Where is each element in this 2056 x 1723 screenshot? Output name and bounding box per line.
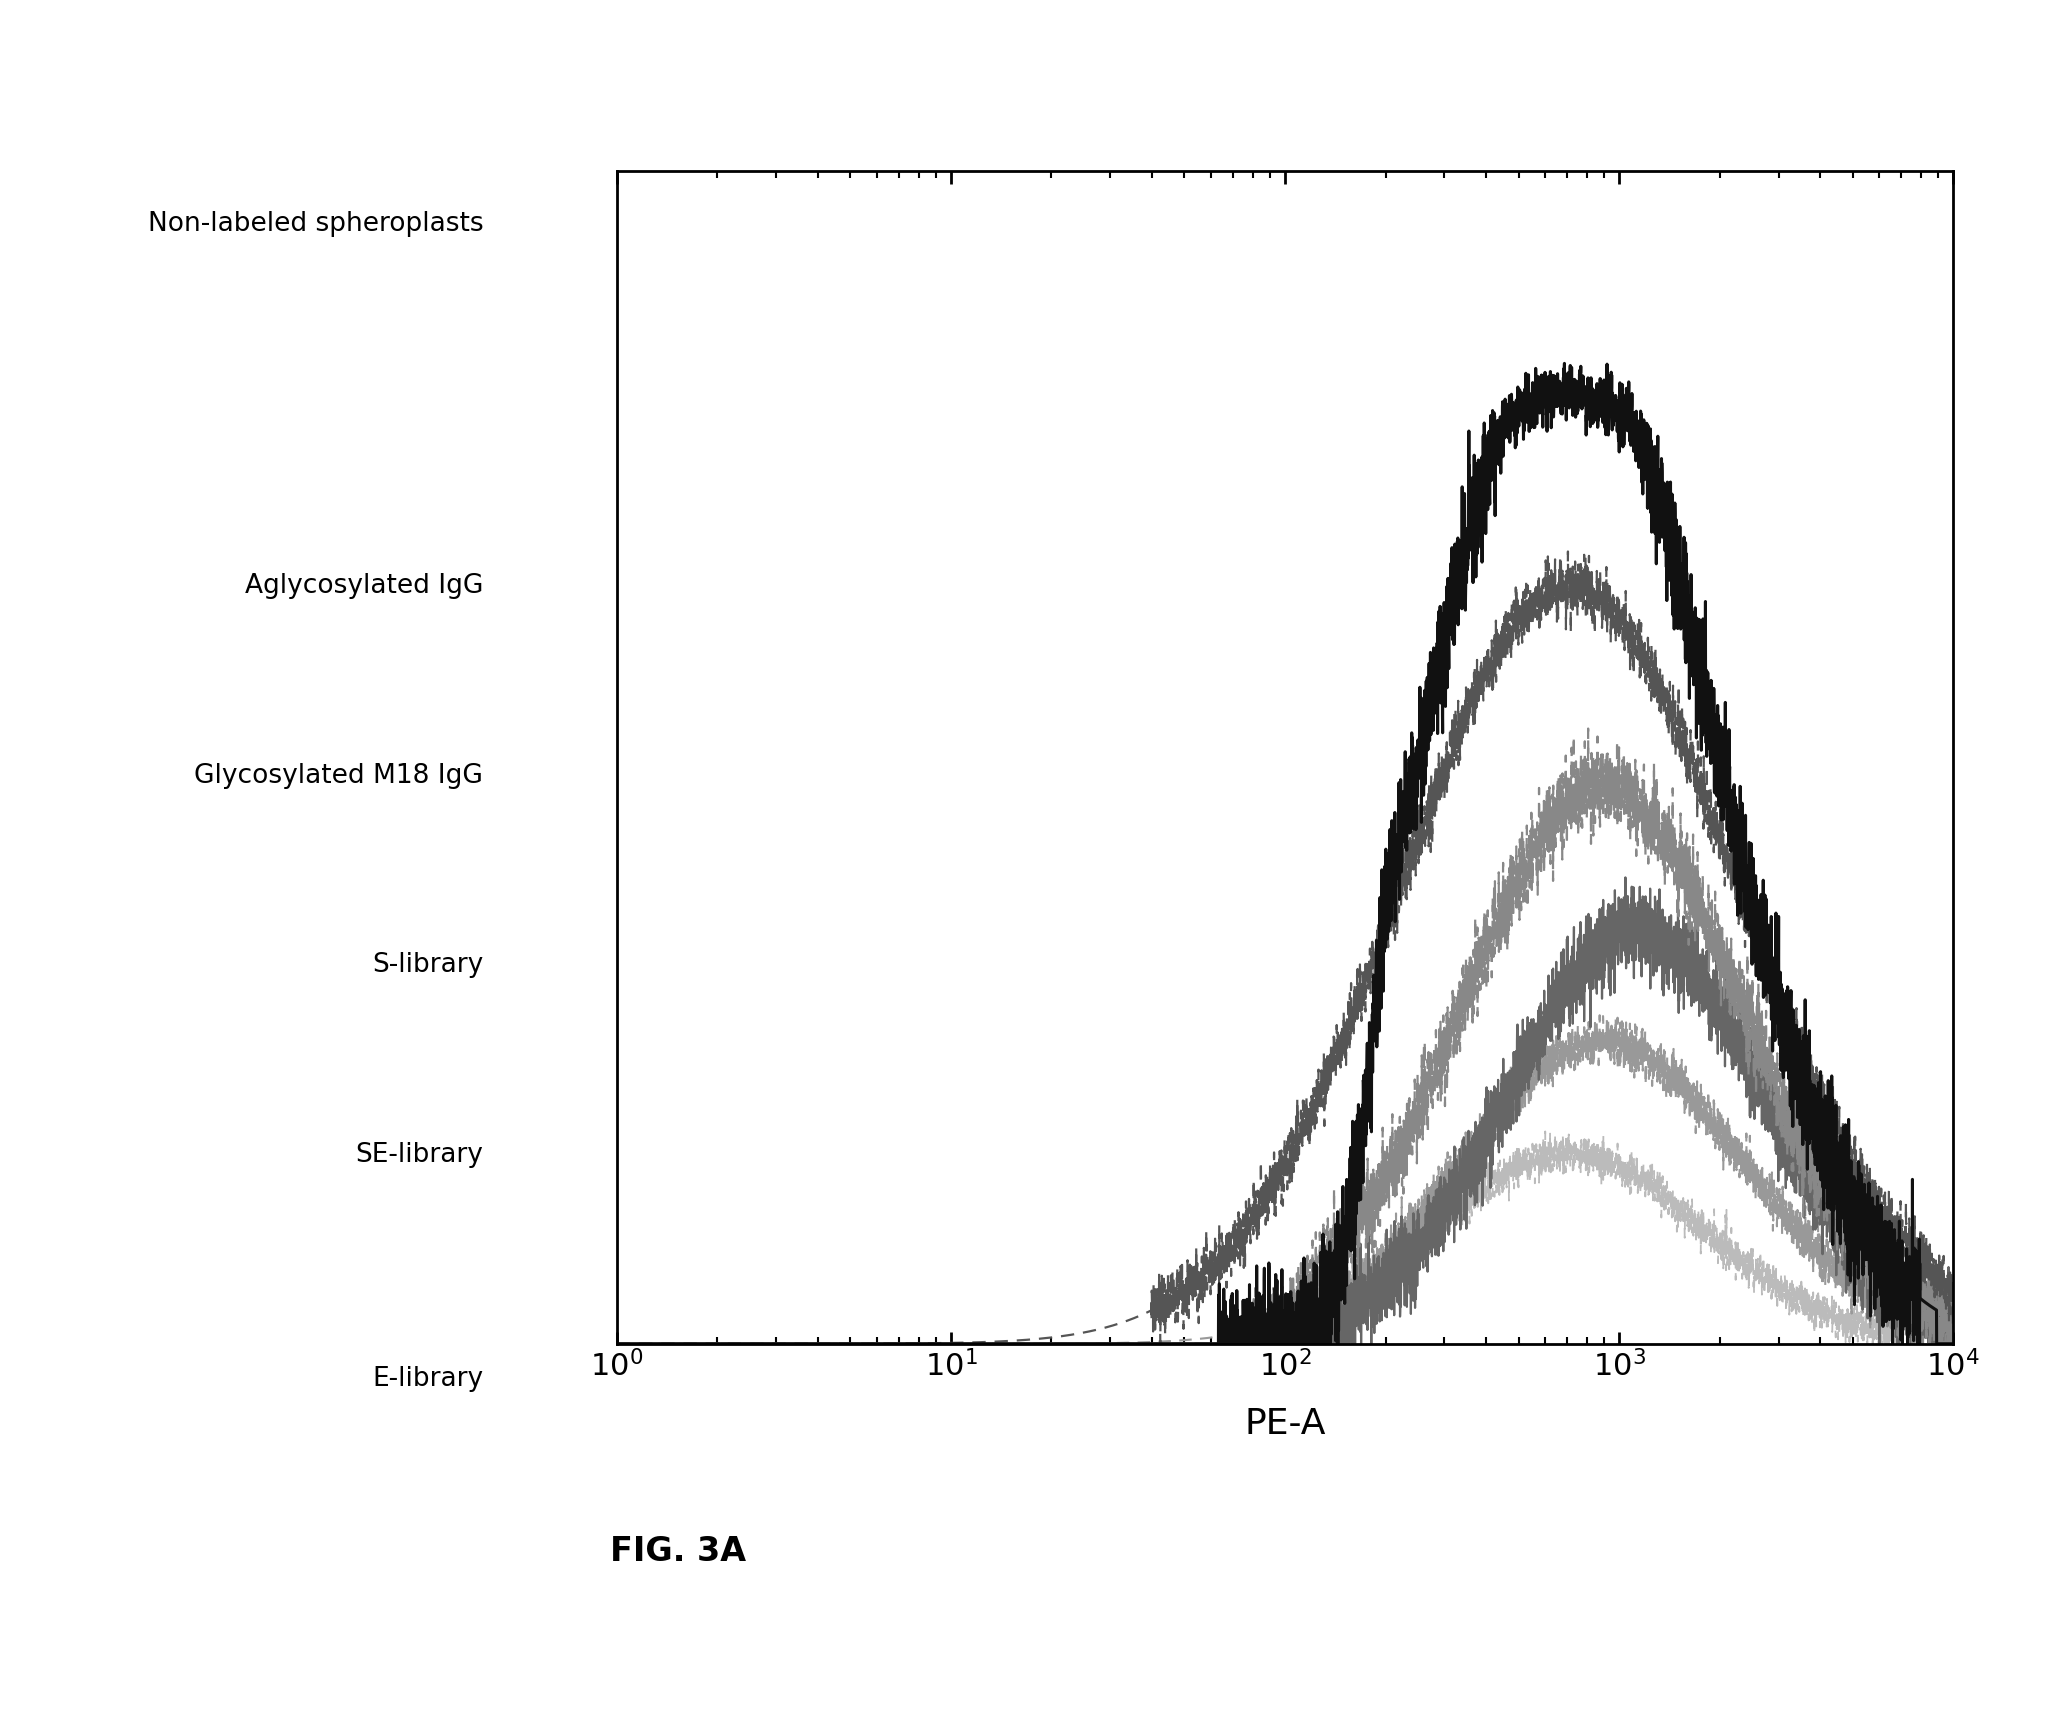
Text: Aglycosylated IgG: Aglycosylated IgG — [245, 572, 483, 600]
Text: E-library: E-library — [372, 1365, 483, 1392]
X-axis label: PE-A: PE-A — [1244, 1406, 1326, 1440]
Text: SE-library: SE-library — [356, 1141, 483, 1168]
Text: Glycosylated M18 IgG: Glycosylated M18 IgG — [193, 762, 483, 789]
Text: Non-labeled spheroplasts: Non-labeled spheroplasts — [148, 210, 483, 238]
Text: FIG. 3A: FIG. 3A — [611, 1533, 746, 1568]
Text: S-library: S-library — [372, 951, 483, 979]
